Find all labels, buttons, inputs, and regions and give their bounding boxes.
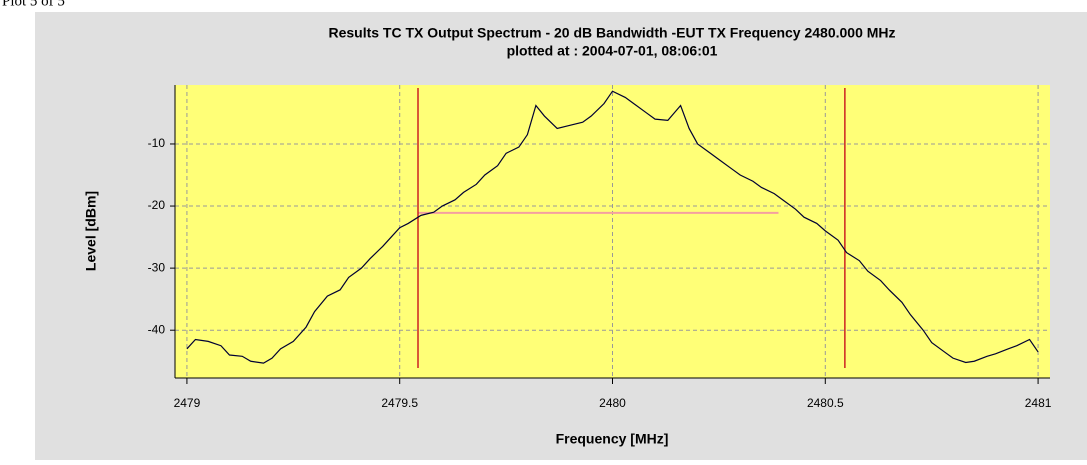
x-tick-label: 2479	[174, 396, 201, 410]
x-tick-label: 2479.5	[381, 396, 418, 410]
spectrum-line	[186, 90, 1039, 364]
x-tick-label: 2480	[599, 396, 626, 410]
y-tick-label: -40	[148, 322, 166, 336]
x-tick-label: 2481	[1025, 396, 1052, 410]
chart-title: Results TC TX Output Spectrum - 20 dB Ba…	[328, 25, 895, 41]
y-axis-label: Level [dBm]	[83, 191, 99, 271]
x-axis-label: Frequency [MHz]	[556, 431, 669, 447]
plot-area	[175, 85, 1050, 378]
y-tick-label: -10	[148, 136, 166, 150]
x-tick-label: 2480.5	[807, 396, 844, 410]
y-tick-label: -30	[148, 260, 166, 274]
plot-counter: Plot 5 of 5	[2, 0, 65, 9]
y-tick-label: -20	[148, 198, 166, 212]
chart-subtitle: plotted at : 2004-07-01, 08:06:01	[507, 43, 718, 59]
